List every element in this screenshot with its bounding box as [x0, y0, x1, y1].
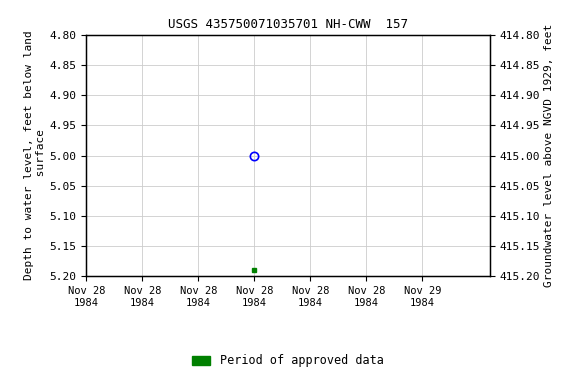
Legend: Period of approved data: Period of approved data	[188, 350, 388, 372]
Y-axis label: Depth to water level, feet below land
 surface: Depth to water level, feet below land su…	[24, 31, 46, 280]
Y-axis label: Groundwater level above NGVD 1929, feet: Groundwater level above NGVD 1929, feet	[544, 24, 554, 287]
Title: USGS 435750071035701 NH-CWW  157: USGS 435750071035701 NH-CWW 157	[168, 18, 408, 31]
